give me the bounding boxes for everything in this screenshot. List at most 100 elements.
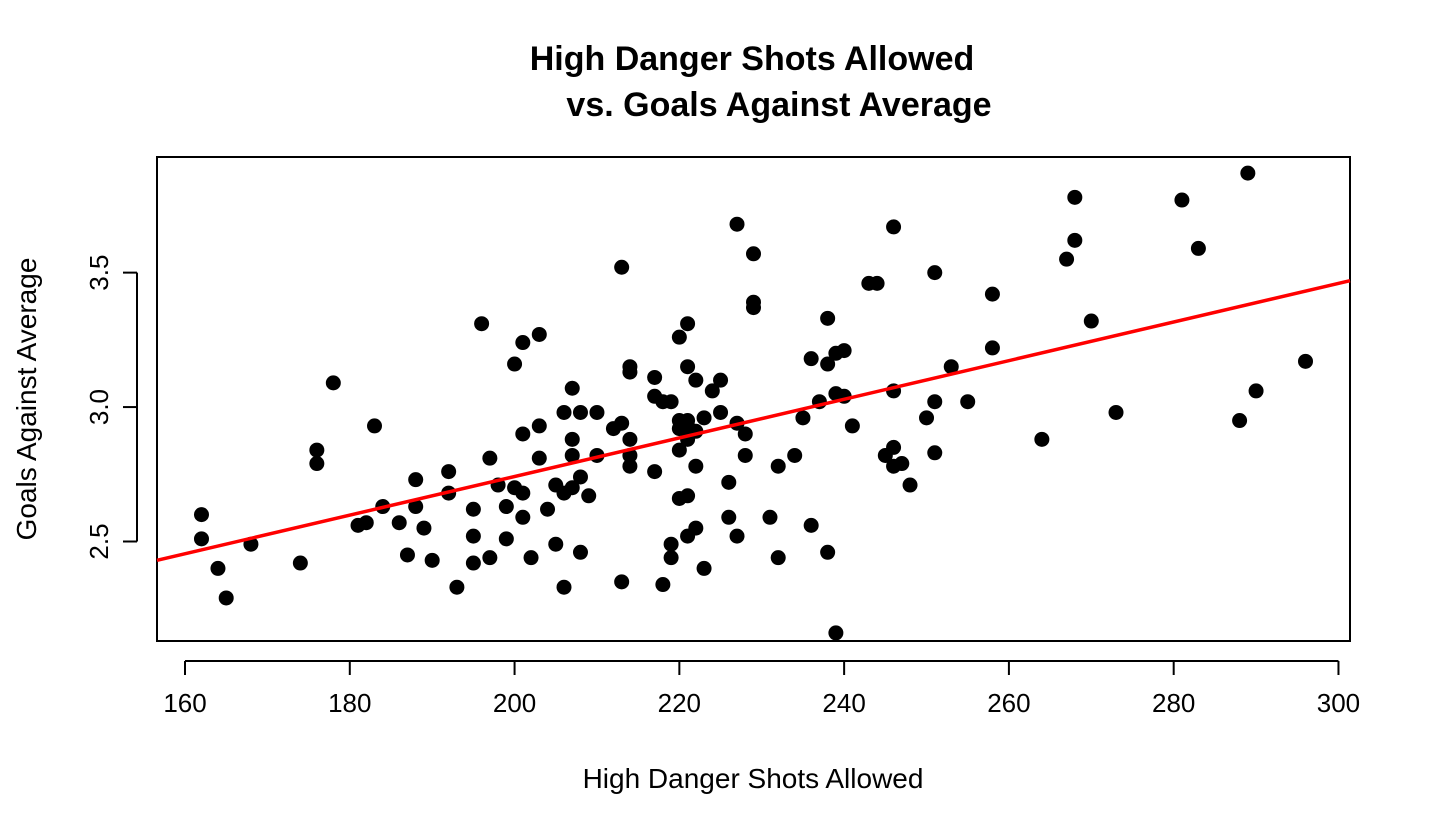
data-point bbox=[680, 488, 696, 504]
data-point bbox=[449, 579, 465, 595]
data-point bbox=[482, 550, 498, 566]
data-point bbox=[943, 359, 959, 375]
data-point bbox=[465, 528, 481, 544]
data-point bbox=[984, 340, 1000, 356]
data-point bbox=[886, 219, 902, 235]
data-point bbox=[713, 404, 729, 420]
data-point bbox=[1083, 313, 1099, 329]
data-point bbox=[581, 488, 597, 504]
data-point bbox=[391, 515, 407, 531]
data-point bbox=[210, 560, 226, 576]
data-point bbox=[894, 456, 910, 472]
data-point bbox=[869, 275, 885, 291]
x-tick-label: 280 bbox=[1152, 688, 1195, 718]
data-point bbox=[820, 544, 836, 560]
data-point bbox=[960, 394, 976, 410]
data-point bbox=[531, 450, 547, 466]
data-point bbox=[795, 410, 811, 426]
data-point bbox=[531, 326, 547, 342]
data-point bbox=[688, 372, 704, 388]
data-point bbox=[886, 439, 902, 455]
data-point bbox=[984, 286, 1000, 302]
data-point bbox=[729, 216, 745, 232]
plot-frame bbox=[156, 156, 1351, 642]
data-point bbox=[614, 415, 630, 431]
data-point bbox=[292, 555, 308, 571]
data-point bbox=[704, 383, 720, 399]
data-point bbox=[746, 246, 761, 262]
data-point bbox=[721, 474, 737, 490]
data-point bbox=[820, 356, 836, 372]
data-point bbox=[828, 625, 844, 641]
data-point bbox=[515, 485, 531, 501]
data-point bbox=[589, 404, 605, 420]
data-point bbox=[696, 560, 712, 576]
data-point bbox=[688, 458, 704, 474]
data-point bbox=[367, 418, 383, 434]
points-layer bbox=[193, 165, 1314, 641]
data-point bbox=[556, 579, 572, 595]
data-point bbox=[721, 509, 737, 525]
x-axis: 160 180 200 220 240 260 280 300 bbox=[163, 660, 1360, 718]
data-point bbox=[1108, 404, 1124, 420]
data-point bbox=[564, 447, 580, 463]
data-point bbox=[927, 265, 943, 281]
data-point bbox=[399, 547, 415, 563]
data-point bbox=[919, 410, 935, 426]
data-point bbox=[1174, 192, 1190, 208]
data-point bbox=[1059, 251, 1075, 267]
data-point bbox=[498, 531, 514, 547]
x-tick-label: 300 bbox=[1317, 688, 1360, 718]
data-point bbox=[614, 574, 630, 590]
x-tick-label: 240 bbox=[822, 688, 865, 718]
data-point bbox=[729, 528, 745, 544]
data-point bbox=[564, 431, 580, 447]
data-point bbox=[1067, 232, 1083, 248]
x-tick-label: 260 bbox=[987, 688, 1030, 718]
data-point bbox=[655, 577, 671, 593]
x-tick-label: 200 bbox=[493, 688, 536, 718]
data-point bbox=[507, 356, 523, 372]
x-tick-label: 160 bbox=[163, 688, 206, 718]
data-point bbox=[927, 394, 943, 410]
data-point bbox=[770, 550, 786, 566]
data-point bbox=[671, 329, 687, 345]
x-tick-label: 220 bbox=[658, 688, 701, 718]
data-point bbox=[556, 404, 572, 420]
data-point bbox=[441, 464, 457, 480]
data-point bbox=[1034, 431, 1050, 447]
chart-title-line2: vs. Goals Against Average bbox=[566, 86, 991, 124]
chart-title-line1: High Danger Shots Allowed bbox=[530, 40, 975, 78]
data-point bbox=[572, 469, 588, 485]
data-point bbox=[803, 517, 819, 533]
data-point bbox=[647, 464, 663, 480]
data-point bbox=[844, 418, 860, 434]
data-point bbox=[408, 499, 424, 515]
data-point bbox=[572, 544, 588, 560]
data-point bbox=[515, 426, 531, 442]
data-point bbox=[515, 335, 531, 351]
data-point bbox=[671, 442, 687, 458]
data-point bbox=[572, 404, 588, 420]
data-point bbox=[564, 380, 580, 396]
data-point bbox=[1190, 240, 1206, 256]
regression-line bbox=[156, 278, 1351, 563]
data-point bbox=[408, 472, 424, 488]
data-point bbox=[622, 458, 638, 474]
data-point bbox=[680, 316, 696, 332]
data-point bbox=[309, 456, 325, 472]
data-point bbox=[465, 555, 481, 571]
data-point bbox=[548, 536, 564, 552]
data-point bbox=[474, 316, 490, 332]
data-point bbox=[325, 375, 341, 391]
data-point bbox=[498, 499, 514, 515]
data-point bbox=[647, 369, 663, 385]
data-point bbox=[680, 359, 696, 375]
data-point bbox=[803, 351, 819, 367]
data-point bbox=[416, 520, 432, 536]
data-point bbox=[770, 458, 786, 474]
data-point bbox=[564, 480, 580, 496]
y-tick-label: 3.0 bbox=[84, 389, 114, 425]
data-point bbox=[927, 445, 943, 461]
